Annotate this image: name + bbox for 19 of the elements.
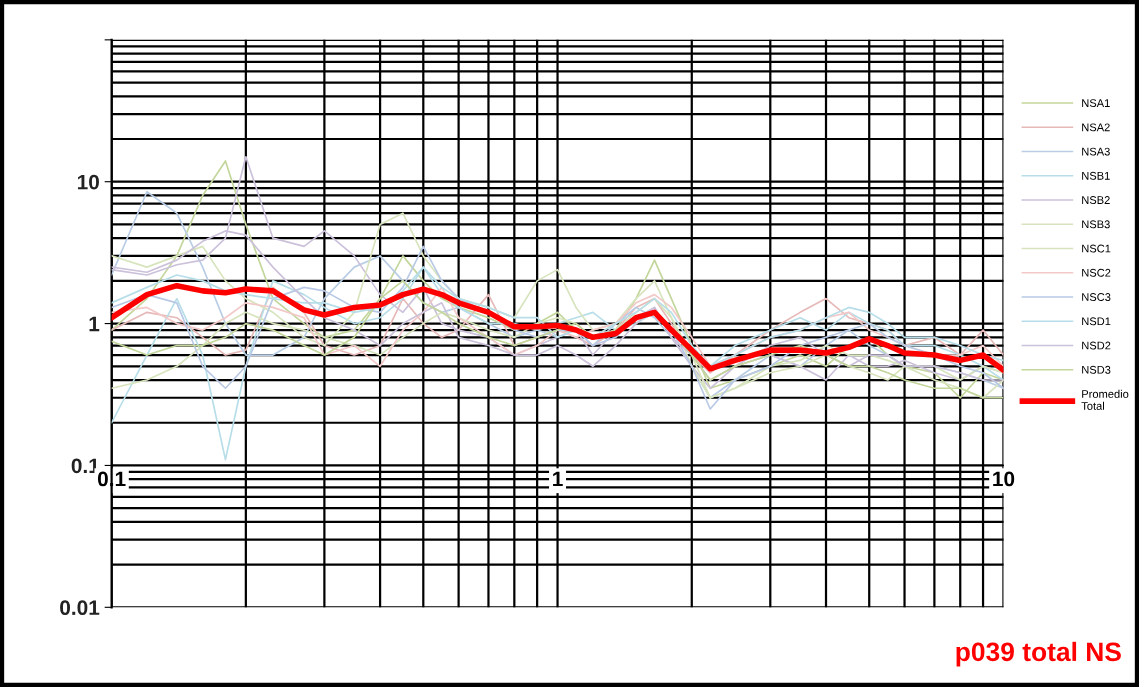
x-tick-label: 1 <box>553 471 563 487</box>
legend-label: NSC2 <box>1082 268 1111 277</box>
legend-label: NSB3 <box>1082 220 1110 229</box>
legend-label: NSB1 <box>1082 171 1110 180</box>
legend-label: NSA1 <box>1082 99 1110 107</box>
legend-label: NSD2 <box>1082 341 1111 350</box>
y-tick-label: 0.01 <box>60 600 100 616</box>
legend-label: NSA2 <box>1082 123 1110 132</box>
y-tick-label: 10 <box>77 174 99 190</box>
legend-label: NSA3 <box>1082 147 1110 156</box>
legend-label: NSB2 <box>1082 196 1110 204</box>
legend-label: Promedio Total <box>1081 389 1129 410</box>
legend-label: NSD1 <box>1082 317 1111 326</box>
legend-label: NSC3 <box>1082 293 1111 301</box>
legend-label: NSC1 <box>1082 244 1111 253</box>
text: p039 total NS <box>956 641 1121 667</box>
x-tick-label: 10 <box>993 471 1015 487</box>
legend-label: NSD3 <box>1082 365 1111 374</box>
y-tick-label: 1 <box>89 316 100 332</box>
